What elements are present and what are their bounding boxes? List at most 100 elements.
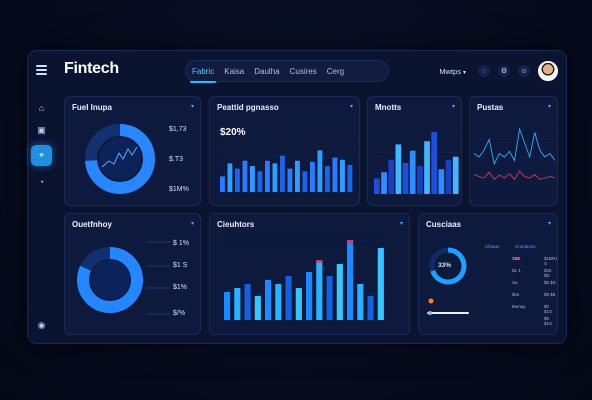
settings-icon[interactable]: ⚙ [498,65,510,77]
wallet-icon[interactable]: ▣ [37,125,46,135]
overview-stat-2: $1 S [173,262,188,269]
trend-line [101,146,138,168]
bar [388,159,395,194]
table-cell: $0 $1S [544,304,553,314]
avatar[interactable] [538,61,558,81]
cashflow-stat-1: $1,73 [169,126,187,133]
cashflow-bar-chart [224,239,388,321]
bar [244,284,251,320]
clock-icon[interactable]: ◔ [38,176,45,187]
bar [272,163,278,192]
card-title: Cusciaas [426,220,462,229]
bar [367,296,374,320]
tab-bar: Fabric Kaisa Daulha Cusires Cerg [185,60,389,83]
table-cell: Bwnay [512,304,526,309]
bar [438,169,445,194]
bar [295,160,300,192]
bar [395,144,402,194]
table-cell: $1 1 [512,256,521,261]
tab-cusires[interactable]: Cusires [289,66,317,76]
tab-cerg[interactable]: Cerg [326,66,345,76]
bar [310,161,315,192]
customers-percent: 33% [438,262,452,269]
user-icon[interactable]: ☺ [518,65,530,77]
blue-line [473,127,556,166]
bar [220,176,225,192]
donut-arc [77,247,143,313]
bar [302,171,308,192]
card-menu-icon[interactable]: ▾ [451,104,455,110]
card-title: Mnotts [375,103,402,112]
bar [374,178,380,194]
bar [377,248,384,320]
tab-kaisa[interactable]: Kaisa [224,66,245,76]
overview-donut [77,241,170,315]
bar [424,141,430,194]
card-menu-icon[interactable]: ▾ [547,221,551,227]
bar [235,168,240,192]
card-menu-icon[interactable]: ▾ [547,104,551,110]
dashboard-frame: Fintech Fabric Kaisa Daulha Cusires Cerg… [27,50,567,344]
card-menu-icon[interactable]: ▾ [399,221,403,227]
bar [332,157,338,192]
bar [409,150,416,194]
red-line [473,170,556,181]
bar [336,264,343,320]
mode-label: Mwtps [439,66,461,76]
card-menu-icon[interactable]: ▾ [349,104,353,110]
home-icon[interactable]: ⌂ [38,102,45,113]
table-cell: $1BR1R S [544,256,558,266]
card-title: Fuel Inupa [72,103,112,112]
bar [227,163,233,192]
mode-dropdown[interactable]: Mwtps ▾ [439,67,466,76]
portfolio-value: $20% [220,127,246,138]
tab-fabric[interactable]: Fabric [189,66,217,83]
profile-icon[interactable]: ◉ [37,320,46,330]
tab-daulha[interactable]: Daulha [254,66,280,76]
bar [280,155,285,192]
card-menu-icon[interactable]: ▾ [190,104,194,110]
card-title: Peattid pgnasso [217,103,279,112]
search-icon[interactable]: ◌ [478,65,490,77]
top-right-controls: Mwtps ▾ ◌ ⚙ ☺ [439,61,558,81]
bar [431,132,438,194]
bar [242,160,248,192]
bar [381,172,387,194]
overview-stat-4: $/% [173,310,186,317]
card-cashflow-chart: Cieuhtors ▾ [209,213,410,335]
bar [326,276,333,320]
customers-donut [427,247,469,315]
bar [295,288,302,320]
bar [340,159,345,192]
card-title: Pustas [477,103,504,112]
portfolio-bar-chart [220,139,355,193]
col-head-2: Cronaions [515,244,536,249]
sidebar: ⌂ ▣ ⌖ ◔ ◉ [28,89,54,343]
card-portfolio: Peattid pgnasso ▾ $20% [209,96,360,206]
bar [306,272,313,320]
bar [285,276,292,320]
card-menu-icon[interactable]: ▾ [190,221,194,227]
app-title: Fintech [64,60,119,77]
card-markets: Mnotts ▾ [367,96,462,206]
table-cell: $1 1 [512,268,521,273]
card-title: Cieuhtors [217,220,255,229]
table-cell: $5 $1S [544,316,553,326]
overview-stat-3: $1% [173,284,188,291]
bar [417,166,423,194]
card-trades: Pustas ▾ [469,96,558,206]
donut-arc [429,247,467,285]
bar [452,156,459,194]
card-customers: Cusciaas ▾ 33% Cfoaoe Cronaions $1 1 $1BR… [418,213,558,335]
bar [316,260,323,320]
markets-bar-chart [374,131,460,195]
overview-stat-1: $ 1% [173,240,189,247]
menu-icon[interactable] [36,65,47,75]
trades-line-chart [473,121,556,193]
bank-icon[interactable]: ⌖ [31,145,52,166]
table-cell: Sa [512,280,518,285]
bar [275,284,282,320]
table-cell: $se [512,292,520,297]
bar [357,284,364,320]
bar [254,296,261,320]
